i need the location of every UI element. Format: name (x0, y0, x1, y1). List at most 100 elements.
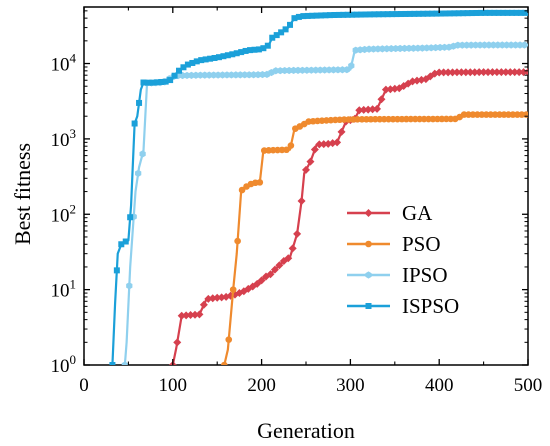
data-point-ga (191, 310, 199, 319)
data-point-ispso (366, 11, 373, 18)
data-point-ispso (477, 9, 484, 16)
data-point-ispso (247, 47, 254, 54)
data-point-ispso (122, 238, 129, 245)
data-point-ispso (509, 9, 516, 16)
data-point-ispso (251, 46, 258, 53)
legend-item-ipso: IPSO (347, 263, 448, 287)
data-point-ispso (437, 10, 444, 17)
data-point-ispso (318, 12, 325, 19)
legend-label: GA (402, 201, 433, 225)
data-point-ispso (420, 10, 427, 17)
legend-marker (365, 271, 372, 279)
legend-label: ISPSO (402, 294, 459, 318)
data-point-pso (221, 361, 228, 365)
data-point-ispso (184, 61, 191, 68)
series-ispso (109, 9, 528, 365)
data-point-ispso (193, 58, 200, 65)
data-point-ispso (278, 29, 285, 36)
series-ipso (121, 41, 528, 365)
data-point-ispso (513, 9, 520, 16)
data-point-ispso (384, 11, 391, 18)
data-point-ispso (433, 10, 440, 17)
data-point-ga (270, 265, 279, 274)
data-point-ispso (451, 10, 458, 17)
data-point-ga (448, 68, 457, 77)
data-point-ispso (198, 57, 205, 64)
data-point-ga (439, 68, 448, 77)
data-point-ga (293, 229, 302, 238)
data-point-ispso (233, 50, 240, 57)
data-point-ispso (304, 12, 311, 19)
data-point-ispso (313, 12, 320, 19)
data-point-ispso (273, 32, 280, 39)
data-point-pso (229, 286, 237, 293)
data-point-ispso (393, 11, 400, 18)
data-point-ispso (140, 79, 147, 86)
data-point-ispso (171, 72, 178, 79)
data-point-ispso (446, 10, 453, 17)
x-tick-label: 500 (514, 375, 543, 396)
data-point-ispso (207, 55, 214, 62)
data-point-ispso (517, 9, 524, 16)
data-point-ga (266, 270, 275, 279)
data-point-ga (497, 68, 506, 77)
x-tick-label: 100 (159, 375, 188, 396)
y-tick-label: 103 (51, 126, 77, 151)
data-point-ga (337, 127, 346, 136)
data-point-pso (225, 336, 233, 343)
data-point-pso (256, 179, 264, 186)
data-point-ispso (189, 59, 196, 66)
data-point-ispso (424, 10, 431, 17)
data-point-ga (373, 104, 382, 113)
data-point-ga (466, 68, 475, 77)
legend-item-pso: PSO (347, 232, 441, 256)
data-point-ispso (162, 78, 169, 85)
data-point-ga (444, 68, 453, 77)
data-point-ispso (287, 21, 294, 28)
data-point-ispso (429, 10, 436, 17)
y-tick-label: 100 (51, 352, 77, 377)
y-tick-label: 101 (51, 277, 77, 302)
data-point-ispso (349, 11, 356, 18)
data-point-ga (377, 95, 386, 104)
data-point-ispso (215, 54, 222, 61)
data-point-ispso (260, 45, 267, 52)
series-layer (109, 9, 528, 365)
data-point-ispso (309, 12, 316, 19)
data-point-ispso (371, 11, 378, 18)
data-point-ga (488, 68, 497, 77)
data-point-ispso (224, 52, 231, 59)
data-point-ispso (460, 10, 467, 17)
data-point-ispso (127, 214, 134, 221)
data-point-ispso (255, 46, 262, 53)
data-point-ispso (402, 10, 409, 17)
data-point-ispso (264, 42, 271, 49)
data-point-pso (238, 186, 246, 194)
data-point-ga (368, 105, 377, 114)
data-point-pso (234, 237, 241, 245)
data-point-ga (213, 293, 222, 302)
data-point-ispso (389, 11, 396, 18)
data-point-pso (287, 142, 295, 149)
data-point-ga (195, 310, 204, 319)
data-point-ipso (135, 169, 142, 177)
data-point-ga (257, 276, 266, 285)
data-point-ispso (229, 51, 236, 58)
y-tick-label: 102 (51, 201, 77, 226)
data-point-ga (524, 68, 528, 77)
x-axis-title: Generation (257, 418, 355, 443)
data-point-ga (492, 68, 501, 77)
data-point-ispso (522, 9, 528, 16)
legend-marker (365, 240, 372, 248)
data-point-ispso (282, 26, 289, 33)
data-point-ispso (295, 13, 302, 20)
legend-item-ispso: ISPSO (347, 294, 459, 318)
data-point-ispso (398, 11, 405, 18)
data-point-ga (510, 68, 519, 77)
data-point-ga (199, 300, 208, 309)
data-point-ipso (126, 282, 133, 290)
legend-item-ga: GA (347, 201, 433, 225)
data-point-pso (283, 146, 290, 154)
